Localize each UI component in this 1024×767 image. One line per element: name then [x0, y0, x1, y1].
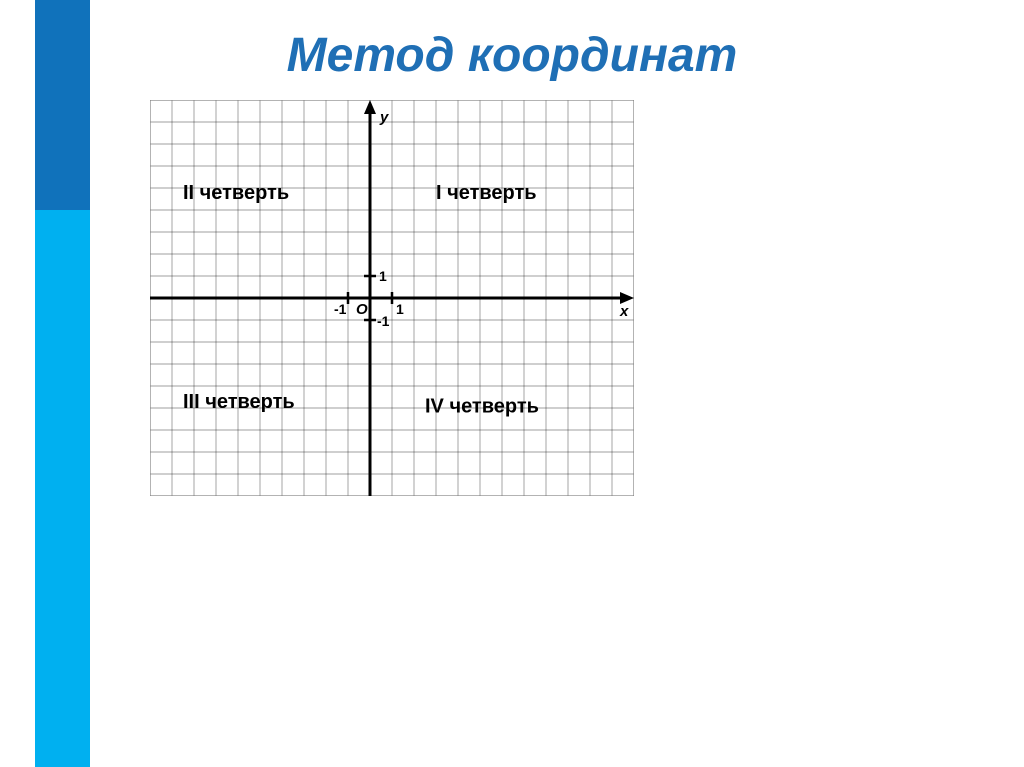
side-accent-bar	[35, 0, 90, 767]
svg-text:O: O	[356, 301, 368, 318]
page-title: Метод координат	[0, 28, 1024, 83]
svg-text:I четверть: I четверть	[436, 182, 537, 204]
svg-text:II четверть: II четверть	[183, 182, 289, 204]
svg-text:-1: -1	[334, 301, 347, 317]
svg-text:III четверть: III четверть	[183, 391, 295, 413]
coordinate-plane: y x O 1 -1 1 -1 I четверть II четверть III четвер…	[150, 100, 634, 501]
svg-text:IV четверть: IV четверть	[425, 395, 539, 417]
svg-text:x: x	[619, 303, 629, 320]
svg-text:1: 1	[396, 301, 404, 317]
svg-text:1: 1	[379, 268, 387, 284]
svg-text:-1: -1	[377, 313, 390, 329]
svg-text:y: y	[379, 109, 389, 126]
side-accent-bottom	[35, 210, 90, 767]
coordinate-plane-svg: y x O 1 -1 1 -1 I четверть II четверть III четвер…	[150, 100, 634, 496]
